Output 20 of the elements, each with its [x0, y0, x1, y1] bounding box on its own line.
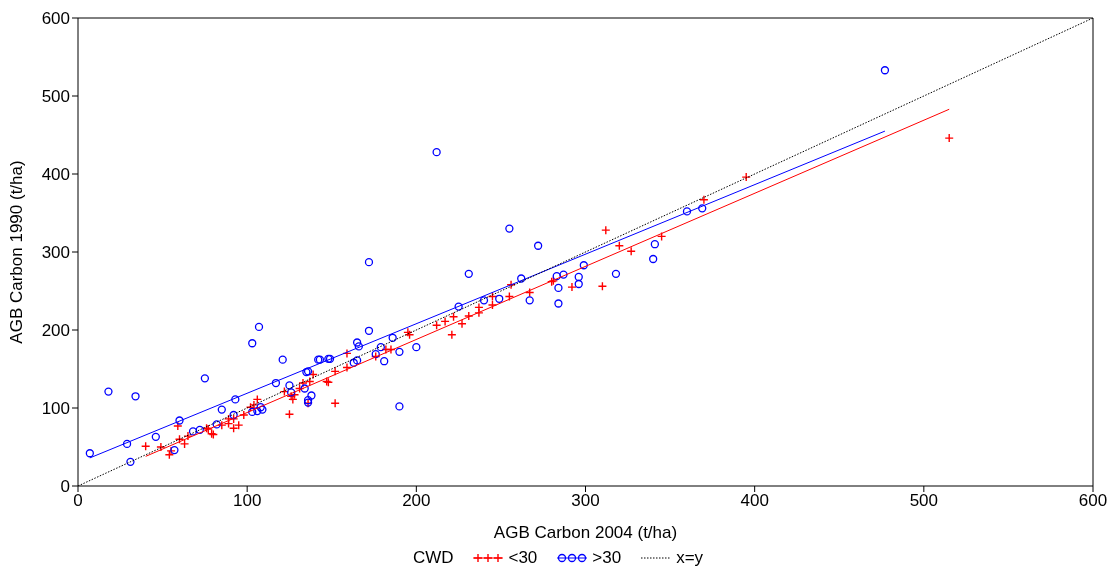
y-tick-label: 500 — [41, 87, 70, 107]
y-tick-label: 100 — [41, 399, 70, 419]
x-tick-label: 500 — [909, 491, 939, 511]
y-tick-label: 400 — [41, 165, 70, 185]
y-tick-label: 600 — [41, 9, 70, 29]
x-tick-label: 100 — [232, 491, 262, 511]
x-axis-title: AGB Carbon 2004 (t/ha) — [493, 523, 678, 542]
legend-title: CWD — [412, 548, 454, 568]
x-tick-label: 300 — [571, 491, 600, 511]
y-tick-label: 300 — [41, 243, 70, 263]
x-tick-label: 200 — [402, 491, 431, 511]
y-tick-label: 200 — [41, 321, 70, 341]
legend-label: <30 — [507, 548, 538, 568]
y-tick-label: 0 — [60, 477, 70, 497]
x-tick-label: 0 — [73, 491, 83, 511]
legend-label: >30 — [591, 548, 622, 568]
y-axis-title: AGB Carbon 1990 (t/ha) — [7, 160, 27, 344]
x-tick-label: 400 — [740, 491, 769, 511]
x-tick-label: 600 — [1078, 491, 1108, 511]
legend-label: x=y — [675, 548, 704, 568]
